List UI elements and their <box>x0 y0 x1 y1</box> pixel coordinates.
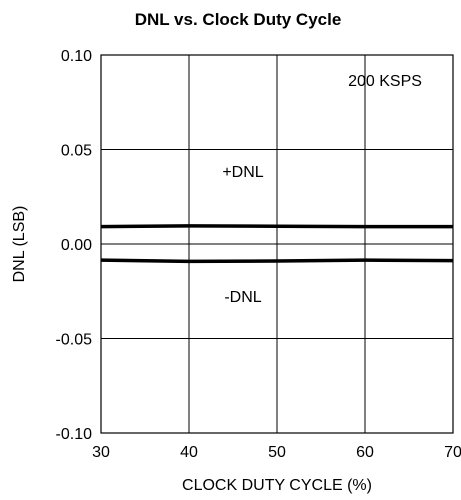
y-tick-label: -0.10 <box>56 426 93 443</box>
y-tick-label: 0.00 <box>61 237 92 254</box>
x-tick-label: 60 <box>356 444 374 461</box>
x-tick-label: 30 <box>92 444 110 461</box>
y-tick-label: 0.05 <box>61 143 92 160</box>
annotation-rate: 200 KSPS <box>348 73 422 90</box>
x-axis-label: CLOCK DUTY CYCLE (%) <box>182 477 372 494</box>
y-tick-label: -0.05 <box>56 332 93 349</box>
x-tick-labels: 30 40 50 60 70 <box>92 444 461 461</box>
x-tick-label: 70 <box>444 444 461 461</box>
x-tick-label: 50 <box>268 444 286 461</box>
grid <box>100 54 454 434</box>
series-line-plus-dnl <box>100 224 453 229</box>
annotation-minus-dnl: -DNL <box>224 289 261 306</box>
x-tick-label: 40 <box>180 444 198 461</box>
chart-title: DNL vs. Clock Duty Cycle <box>135 10 342 29</box>
y-axis-label: DNL (LSB) <box>11 206 28 283</box>
series-group <box>100 224 454 264</box>
y-tick-labels: 0.10 0.05 0.00 -0.05 -0.10 <box>56 48 93 443</box>
annotation-plus-dnl: +DNL <box>222 164 263 181</box>
y-tick-label: 0.10 <box>61 48 92 65</box>
series-line-minus-dnl <box>100 258 454 264</box>
plot-frame <box>100 54 454 434</box>
